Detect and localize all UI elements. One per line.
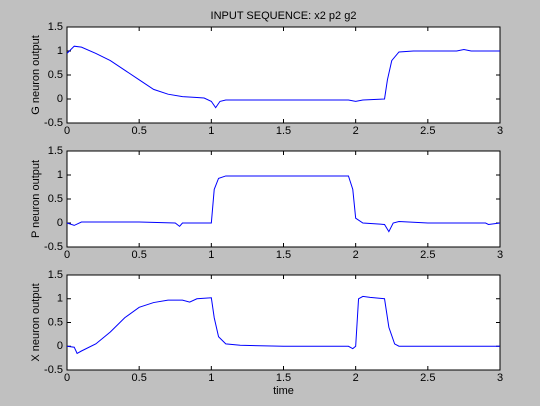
x-tick-label: 1.5: [276, 249, 291, 261]
x-tick-label: 0: [64, 249, 70, 261]
y-tick-label: 0.5: [48, 316, 63, 328]
y-axis-label: P neuron output: [30, 160, 42, 238]
x-tick-label: 1: [208, 372, 214, 384]
y-tick-label: 1.5: [48, 269, 63, 281]
x-tick-label: 0.5: [132, 249, 147, 261]
axes-background: [66, 26, 501, 124]
y-tick-label: 0: [57, 93, 63, 105]
chart-title: INPUT SEQUENCE: x2 p2 g2: [211, 10, 357, 22]
x-tick-label: 2: [353, 125, 359, 137]
axes-background: [66, 274, 501, 371]
x-tick-label: 0: [64, 125, 70, 137]
y-tick-label: 0: [57, 217, 63, 229]
y-tick-label: -0.5: [44, 241, 63, 253]
x-tick-label: 3: [497, 249, 503, 261]
y-tick-label: 1: [57, 45, 63, 57]
x-tick-label: 1.5: [276, 372, 291, 384]
y-tick-label: 0: [57, 340, 63, 352]
x-tick-label: 2.5: [420, 249, 435, 261]
x-tick-label: 1: [208, 249, 214, 261]
y-tick-label: 0.5: [48, 69, 63, 81]
y-tick-label: 0.5: [48, 193, 63, 205]
x-tick-label: 2.5: [420, 372, 435, 384]
y-tick-label: 1.5: [48, 145, 63, 157]
x-tick-label: 0: [64, 372, 70, 384]
y-tick-label: -0.5: [44, 364, 63, 376]
axes-background: [66, 150, 501, 248]
x-tick-label: 1: [208, 125, 214, 137]
x-tick-label: 2: [353, 372, 359, 384]
data-line: [66, 45, 500, 109]
x-tick-label: 0.5: [132, 372, 147, 384]
data-line: [66, 295, 500, 355]
x-tick-label: 3: [497, 125, 503, 137]
y-axis-label: X neuron output: [30, 283, 42, 361]
y-tick-label: 1: [57, 169, 63, 181]
data-line: [66, 175, 501, 233]
y-tick-label: 1.5: [48, 21, 63, 33]
x-tick-label: 1.5: [276, 125, 291, 137]
x-tick-label: 0.5: [132, 125, 147, 137]
y-axis-label: G neuron output: [30, 35, 42, 115]
y-tick-label: 1: [57, 293, 63, 305]
x-tick-label: 2.5: [420, 125, 435, 137]
x-axis-label: time: [273, 385, 294, 397]
y-tick-label: -0.5: [44, 117, 63, 129]
x-tick-label: 2: [353, 249, 359, 261]
x-tick-label: 3: [497, 372, 503, 384]
